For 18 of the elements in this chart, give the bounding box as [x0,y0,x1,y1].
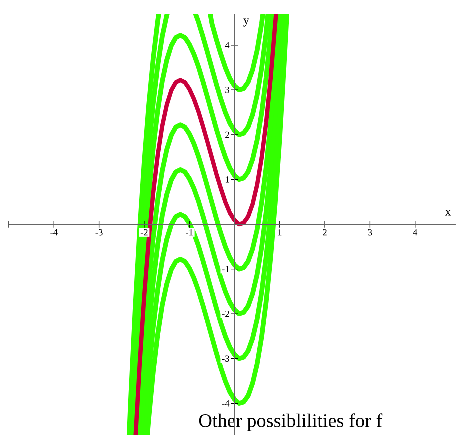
x-tick-label: 3 [368,229,372,236]
x-tick-label: 1 [278,229,282,236]
y-tick-label: -1 [222,266,230,272]
y-axis-title: y [244,18,250,27]
x-tick-label: 4 [413,229,418,236]
x-tick-label: -4 [50,229,58,236]
y-tick-label: 3 [226,87,230,94]
y-tick-label: 1 [226,176,230,183]
y-tick-label: -2 [222,310,230,318]
x-tick-label: -3 [96,229,103,236]
y-tick-label: -4 [222,400,230,407]
y-tick-label: -3 [222,356,230,362]
x-tick-label: -1 [186,229,193,236]
x-tick-label: -2 [140,229,148,236]
x-tick-label: 2 [323,229,327,236]
y-tick-label: 4 [225,42,230,48]
x-axis-title: x [445,210,452,216]
y-tick-label: 2 [226,132,230,138]
